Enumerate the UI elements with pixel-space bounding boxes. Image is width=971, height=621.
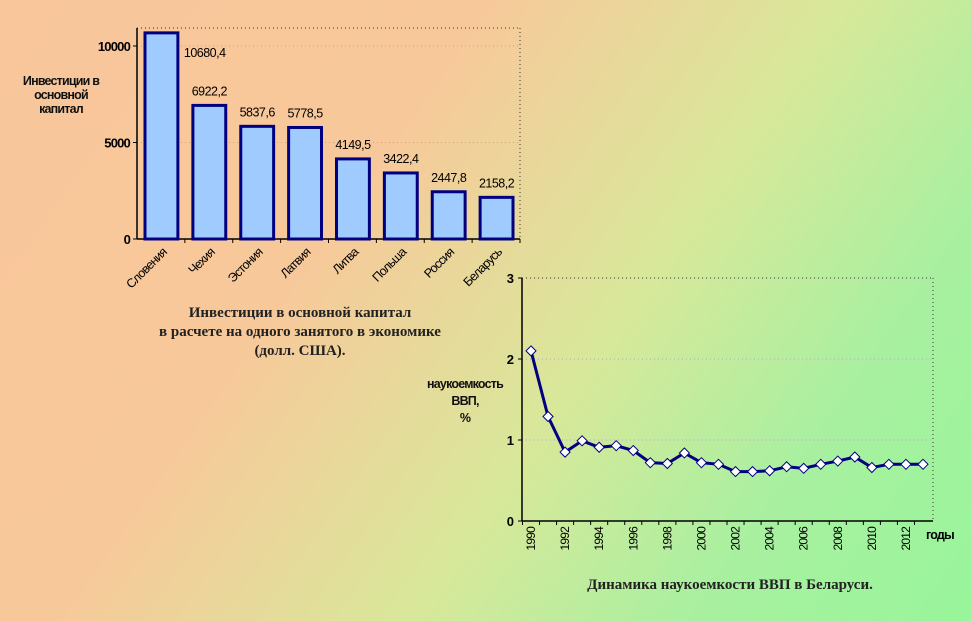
bar [335, 157, 371, 241]
data-point [797, 462, 810, 475]
data-label: 2447,8 [431, 171, 467, 185]
data-point [644, 456, 657, 469]
data-point [849, 451, 861, 463]
category-label: Россия [421, 245, 457, 281]
data-point [900, 458, 912, 471]
category-label: Литва [330, 245, 362, 277]
data-point [695, 456, 708, 469]
bar [191, 103, 228, 241]
data-point [815, 458, 827, 471]
line-ylabel-line: % [459, 411, 471, 425]
category-label: Чехия [186, 245, 218, 277]
bar [478, 195, 515, 241]
x-tick-label: 1992 [558, 526, 572, 551]
category-label: Беларусь [461, 245, 505, 289]
bar-ylabel: Инвестиции в основной капитал [6, 74, 116, 116]
bar [382, 171, 419, 241]
data-point [593, 441, 605, 453]
y-tick-label: 3 [507, 271, 514, 286]
data-point [780, 461, 793, 473]
x-tick-label: 1998 [660, 526, 674, 551]
x-tick-label: 2008 [831, 526, 845, 551]
x-tick-label: 2002 [729, 526, 743, 551]
x-tick-label: 2010 [865, 526, 879, 551]
x-tick-label: 2000 [694, 526, 708, 551]
y-tick-label: 10000 [98, 39, 131, 54]
bar-ylabel-line: основной [34, 88, 89, 102]
data-label: 6922,2 [192, 84, 228, 98]
line-chart-title: Динамика наукоемкости ВВП в Беларуси. [587, 577, 873, 593]
x-tick-label: 1990 [524, 526, 538, 551]
data-point [866, 461, 878, 474]
category-label: Латвия [278, 245, 314, 281]
x-tick-label: 2012 [899, 526, 913, 551]
bar-ylabel-line: Инвестиции в [22, 74, 100, 88]
category-label: Эстония [225, 245, 265, 285]
y-tick-label: 2 [507, 352, 514, 367]
data-point [917, 458, 929, 471]
bar [287, 125, 323, 241]
data-point [678, 447, 691, 459]
x-tick-label: 1994 [592, 526, 606, 551]
data-point [763, 465, 776, 477]
bar-title-line: (долл. США). [254, 343, 346, 359]
data-label: 10680,4 [184, 46, 226, 60]
data-point [525, 345, 537, 357]
data-point [661, 457, 674, 470]
data-point [627, 444, 639, 457]
category-label: Словения [124, 245, 170, 291]
x-tick-label: 2006 [797, 526, 811, 551]
bar-ylabel-line: капитал [39, 102, 84, 116]
data-point [832, 455, 844, 467]
data-point [576, 435, 588, 447]
data-point [883, 458, 895, 471]
data-label: 5837,6 [240, 105, 276, 119]
x-axis-label: годы [926, 528, 954, 542]
x-tick-label: 2004 [763, 526, 777, 551]
data-label: 4149,5 [335, 138, 371, 152]
data-label: 3422,4 [383, 152, 419, 166]
bar-title-line: в расчете на одного занятого в экономике [159, 324, 441, 340]
data-point [610, 439, 622, 452]
line-ylabel: наукоемкость ВВП, % [410, 376, 520, 427]
y-tick-label: 5000 [104, 136, 130, 151]
line-ylabel-line: наукоемкость [427, 377, 504, 391]
y-tick-label: 0 [124, 232, 131, 247]
data-point [542, 410, 554, 423]
data-point [729, 465, 742, 478]
bar [430, 190, 467, 241]
series-line [529, 350, 923, 474]
line-ylabel-line: ВВП, [451, 394, 479, 408]
y-tick-label: 0 [507, 514, 514, 529]
bar-chart-title: Инвестиции в основной капитал в расчете … [100, 304, 500, 361]
data-point [746, 465, 759, 478]
x-tick-label: 1996 [626, 526, 640, 551]
data-point [559, 446, 571, 458]
data-point [712, 458, 725, 471]
y-tick-label: 1 [507, 433, 514, 448]
data-label: 2158,2 [479, 176, 515, 190]
data-label: 5778,5 [287, 106, 323, 120]
bar [239, 124, 276, 241]
bar [143, 31, 180, 241]
category-label: Польша [370, 245, 410, 285]
bar-title-line: Инвестиции в основной капитал [188, 305, 412, 321]
